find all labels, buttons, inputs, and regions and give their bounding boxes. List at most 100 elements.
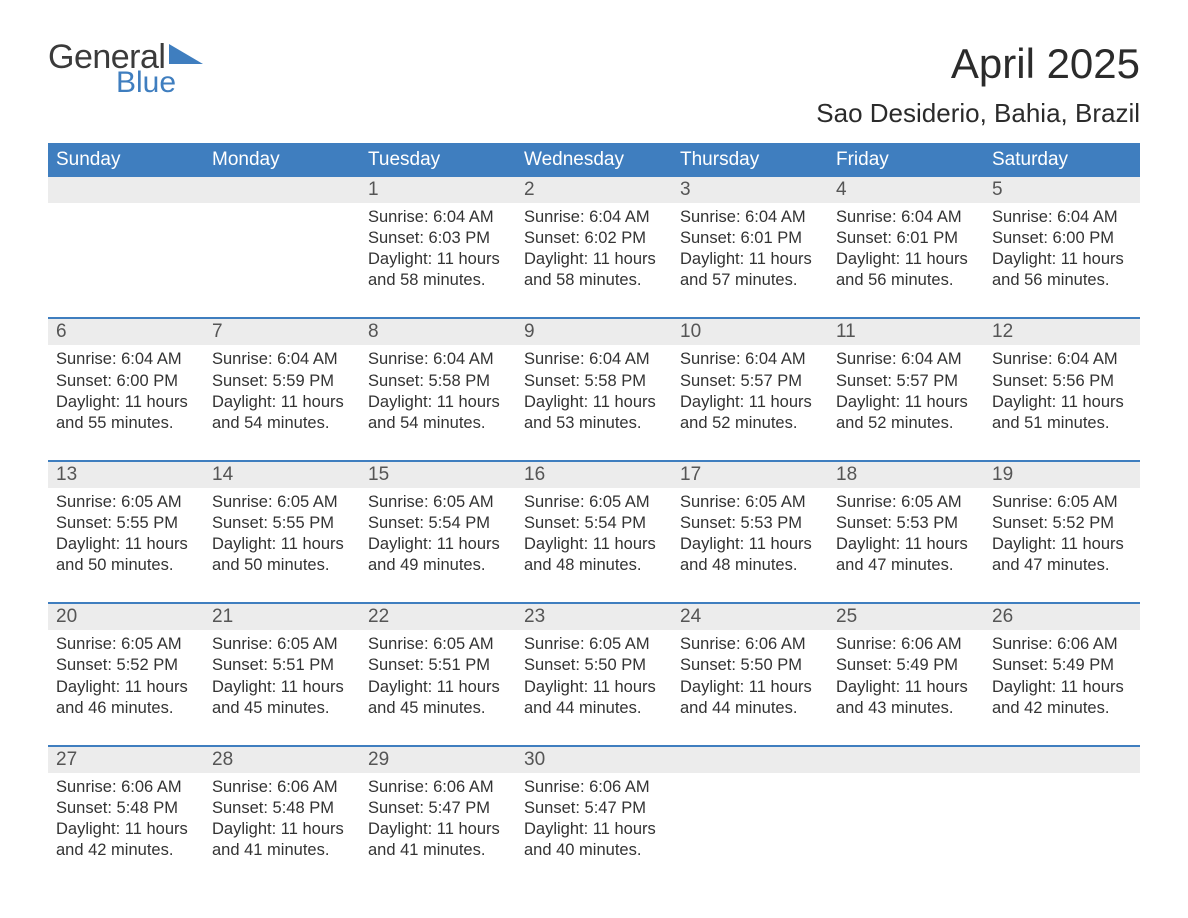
day-line: and 47 minutes. bbox=[836, 555, 976, 576]
day-number: 9 bbox=[516, 319, 672, 345]
weekday-cell: Monday bbox=[204, 143, 360, 177]
day-number: 14 bbox=[204, 462, 360, 488]
day-line: Daylight: 11 hours bbox=[680, 249, 820, 270]
day-line: Sunrise: 6:04 AM bbox=[680, 349, 820, 370]
day-content: Sunrise: 6:05 AMSunset: 5:55 PMDaylight:… bbox=[48, 488, 204, 582]
day-line: Daylight: 11 hours bbox=[368, 392, 508, 413]
day-line: Daylight: 11 hours bbox=[992, 534, 1132, 555]
day-content: Sunrise: 6:04 AMSunset: 5:57 PMDaylight:… bbox=[672, 345, 828, 439]
brand-logo: General Blue bbox=[48, 40, 203, 98]
day-line: and 57 minutes. bbox=[680, 270, 820, 291]
location-text: Sao Desiderio, Bahia, Brazil bbox=[816, 98, 1140, 129]
day-number: 29 bbox=[360, 747, 516, 773]
day-line: Daylight: 11 hours bbox=[524, 677, 664, 698]
day-line: Sunset: 5:50 PM bbox=[680, 655, 820, 676]
day-line: Daylight: 11 hours bbox=[836, 392, 976, 413]
day-line: and 47 minutes. bbox=[992, 555, 1132, 576]
day-line: Sunset: 5:55 PM bbox=[212, 513, 352, 534]
day-line: Sunset: 5:48 PM bbox=[212, 798, 352, 819]
day-number bbox=[828, 747, 984, 773]
day-line: Daylight: 11 hours bbox=[212, 534, 352, 555]
day-line: Sunrise: 6:06 AM bbox=[524, 777, 664, 798]
day-content: Sunrise: 6:05 AMSunset: 5:52 PMDaylight:… bbox=[984, 488, 1140, 582]
day-line: Sunrise: 6:05 AM bbox=[836, 492, 976, 513]
day-content: Sunrise: 6:05 AMSunset: 5:55 PMDaylight:… bbox=[204, 488, 360, 582]
weekday-cell: Saturday bbox=[984, 143, 1140, 177]
day-content: Sunrise: 6:05 AMSunset: 5:52 PMDaylight:… bbox=[48, 630, 204, 724]
day-line: Sunrise: 6:04 AM bbox=[680, 207, 820, 228]
day-line: and 50 minutes. bbox=[212, 555, 352, 576]
day-line: Sunset: 5:57 PM bbox=[836, 371, 976, 392]
day-line: Sunrise: 6:04 AM bbox=[524, 207, 664, 228]
day-line: and 56 minutes. bbox=[836, 270, 976, 291]
day-number: 30 bbox=[516, 747, 672, 773]
day-content: Sunrise: 6:04 AMSunset: 6:01 PMDaylight:… bbox=[828, 203, 984, 297]
day-line: and 48 minutes. bbox=[524, 555, 664, 576]
day-line: and 54 minutes. bbox=[212, 413, 352, 434]
day-content: Sunrise: 6:06 AMSunset: 5:49 PMDaylight:… bbox=[984, 630, 1140, 724]
day-line: Daylight: 11 hours bbox=[56, 819, 196, 840]
day-content: Sunrise: 6:04 AMSunset: 6:03 PMDaylight:… bbox=[360, 203, 516, 297]
day-line: Sunset: 6:00 PM bbox=[992, 228, 1132, 249]
day-line: Daylight: 11 hours bbox=[836, 249, 976, 270]
day-line: Sunset: 6:01 PM bbox=[680, 228, 820, 249]
day-line: and 45 minutes. bbox=[212, 698, 352, 719]
day-line: Daylight: 11 hours bbox=[524, 534, 664, 555]
day-line: Sunrise: 6:06 AM bbox=[680, 634, 820, 655]
day-number: 28 bbox=[204, 747, 360, 773]
day-line: Sunrise: 6:05 AM bbox=[524, 634, 664, 655]
day-line: and 41 minutes. bbox=[368, 840, 508, 861]
day-number: 6 bbox=[48, 319, 204, 345]
day-number: 11 bbox=[828, 319, 984, 345]
day-number: 26 bbox=[984, 604, 1140, 630]
weekday-cell: Friday bbox=[828, 143, 984, 177]
day-content: Sunrise: 6:04 AMSunset: 6:01 PMDaylight:… bbox=[672, 203, 828, 297]
day-line: Daylight: 11 hours bbox=[212, 819, 352, 840]
day-line: Daylight: 11 hours bbox=[56, 392, 196, 413]
day-number: 27 bbox=[48, 747, 204, 773]
day-line: Daylight: 11 hours bbox=[524, 392, 664, 413]
day-line: Daylight: 11 hours bbox=[524, 819, 664, 840]
day-number bbox=[204, 177, 360, 203]
title-block: April 2025 Sao Desiderio, Bahia, Brazil bbox=[816, 40, 1140, 129]
day-line: Sunrise: 6:05 AM bbox=[212, 492, 352, 513]
day-line: Sunset: 5:51 PM bbox=[212, 655, 352, 676]
day-content bbox=[828, 773, 984, 867]
day-line: and 46 minutes. bbox=[56, 698, 196, 719]
day-number: 5 bbox=[984, 177, 1140, 203]
day-content: Sunrise: 6:04 AMSunset: 5:59 PMDaylight:… bbox=[204, 345, 360, 439]
day-line: Daylight: 11 hours bbox=[56, 677, 196, 698]
week-block: 13141516171819Sunrise: 6:05 AMSunset: 5:… bbox=[48, 460, 1140, 582]
day-line: Daylight: 11 hours bbox=[992, 392, 1132, 413]
day-line: and 45 minutes. bbox=[368, 698, 508, 719]
day-line: Daylight: 11 hours bbox=[992, 249, 1132, 270]
day-line: Sunrise: 6:06 AM bbox=[212, 777, 352, 798]
day-line: Sunrise: 6:06 AM bbox=[368, 777, 508, 798]
day-line: Daylight: 11 hours bbox=[368, 249, 508, 270]
day-number: 15 bbox=[360, 462, 516, 488]
day-content: Sunrise: 6:05 AMSunset: 5:54 PMDaylight:… bbox=[516, 488, 672, 582]
weekday-header-row: Sunday Monday Tuesday Wednesday Thursday… bbox=[48, 143, 1140, 177]
day-line: and 54 minutes. bbox=[368, 413, 508, 434]
day-content: Sunrise: 6:06 AMSunset: 5:47 PMDaylight:… bbox=[360, 773, 516, 867]
day-number: 21 bbox=[204, 604, 360, 630]
week-block: 20212223242526Sunrise: 6:05 AMSunset: 5:… bbox=[48, 602, 1140, 724]
day-content-row: Sunrise: 6:06 AMSunset: 5:48 PMDaylight:… bbox=[48, 773, 1140, 867]
day-line: Daylight: 11 hours bbox=[56, 534, 196, 555]
day-line: Sunset: 5:49 PM bbox=[836, 655, 976, 676]
day-number: 17 bbox=[672, 462, 828, 488]
day-content: Sunrise: 6:06 AMSunset: 5:48 PMDaylight:… bbox=[48, 773, 204, 867]
day-line: Sunrise: 6:04 AM bbox=[368, 207, 508, 228]
day-line: Sunset: 5:48 PM bbox=[56, 798, 196, 819]
month-title: April 2025 bbox=[816, 40, 1140, 88]
day-line: and 52 minutes. bbox=[680, 413, 820, 434]
day-line: Sunset: 5:50 PM bbox=[524, 655, 664, 676]
day-content: Sunrise: 6:06 AMSunset: 5:47 PMDaylight:… bbox=[516, 773, 672, 867]
day-line: Sunrise: 6:04 AM bbox=[524, 349, 664, 370]
week-block: 6789101112Sunrise: 6:04 AMSunset: 6:00 P… bbox=[48, 317, 1140, 439]
day-content: Sunrise: 6:05 AMSunset: 5:53 PMDaylight:… bbox=[828, 488, 984, 582]
day-content: Sunrise: 6:05 AMSunset: 5:51 PMDaylight:… bbox=[204, 630, 360, 724]
day-content: Sunrise: 6:05 AMSunset: 5:53 PMDaylight:… bbox=[672, 488, 828, 582]
day-line: Sunrise: 6:05 AM bbox=[992, 492, 1132, 513]
day-line: Sunrise: 6:05 AM bbox=[368, 634, 508, 655]
